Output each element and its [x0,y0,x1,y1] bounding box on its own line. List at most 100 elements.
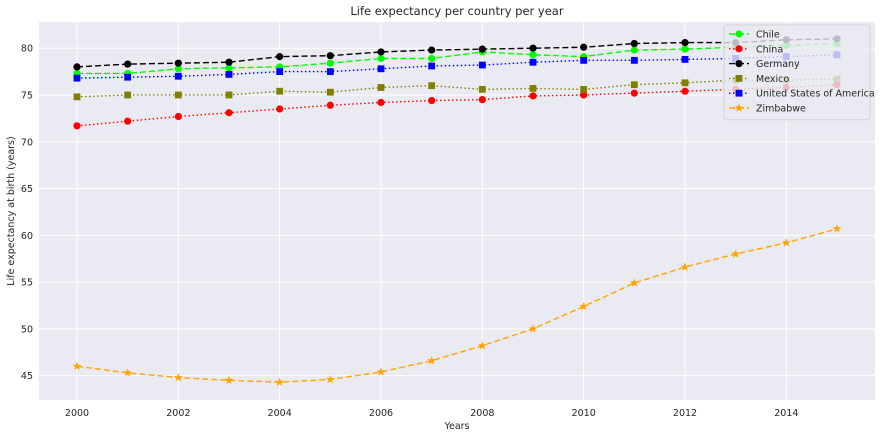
y-axis-label: Life expectancy at birth (years) [6,136,17,285]
x-tick-label: 2012 [673,408,697,419]
legend-marker [734,103,744,112]
data-point [276,53,284,61]
data-point [681,87,689,95]
data-point [124,60,132,68]
data-point [276,105,284,113]
data-point [225,91,233,99]
data-point [225,64,233,72]
legend-item: United States of America [729,89,875,100]
data-point [276,87,284,95]
data-point [377,48,385,56]
data-point [528,324,538,333]
data-point [629,278,639,287]
data-point [478,61,486,69]
data-point [630,39,638,48]
legend-marker [735,75,743,82]
data-point [428,46,436,54]
data-point [225,58,233,66]
x-tick-label: 2004 [268,408,292,419]
data-point [478,45,486,53]
y-tick-label: 45 [21,371,33,382]
data-point [225,109,233,117]
legend-marker [735,45,743,53]
data-point [173,372,183,382]
data-point [478,96,486,104]
y-tick-label: 60 [21,231,33,242]
data-point [630,81,638,89]
data-point [529,44,537,52]
legend-marker [735,60,743,68]
data-point [174,112,182,121]
legend-label: Chile [756,30,780,41]
legend-item: Germany [729,59,800,70]
y-tick-label: 75 [21,90,33,101]
data-point [579,301,589,311]
data-point [225,70,233,78]
data-point [580,43,588,51]
data-point [377,84,385,91]
x-axis-label: Years [443,421,469,432]
data-point [377,98,385,107]
data-point [832,224,842,233]
y-tick-label: 70 [21,137,33,148]
legend: Chile China Germany Mexico United States of … [723,24,875,121]
x-tick-label: 2008 [470,408,494,419]
x-tick-label: 2006 [369,408,393,419]
data-point [275,377,285,386]
legend-item: China [729,44,783,55]
data-point [276,68,284,75]
data-point [326,68,334,75]
data-point [681,45,689,53]
data-point [73,63,81,71]
legend-label: China [756,44,783,55]
series-line-zimbabwe [76,228,838,383]
data-point [428,82,436,90]
x-tick-label: 2002 [166,408,190,419]
data-point [326,101,334,109]
series-line-china [76,83,838,127]
legend-label: Zimbabwe [756,104,806,115]
data-point [529,85,537,92]
data-point [174,59,182,67]
series-line-chile [77,42,838,75]
data-point [427,356,437,365]
data-point [529,51,537,59]
series-zimbabwe [72,224,842,386]
x-tick-label: 2010 [572,408,596,419]
data-point [428,96,436,105]
data-point [124,91,132,99]
data-point [174,65,182,73]
data-point [731,249,741,258]
series-line-mexico [76,78,838,98]
data-point [580,85,588,93]
data-point [123,368,133,377]
data-point [377,65,385,73]
data-point [680,262,690,271]
data-point [428,54,436,63]
data-point [580,56,588,64]
legend-item: Chile [729,30,780,41]
legend-marker [735,30,743,38]
data-point [326,59,334,67]
data-point [681,38,689,47]
data-point [478,85,486,93]
data-point [781,238,791,247]
data-point [326,88,334,96]
series-germany [73,35,841,71]
x-tick-label: 2014 [774,408,798,419]
data-point [124,117,132,125]
data-point [73,93,81,101]
series-layer [72,35,842,386]
tick-labels: 2000 2002 2004 2006 2008 2010 2012 2014 45 50 55 60… [21,44,799,419]
data-point [73,122,81,130]
x-tick-label: 2000 [65,408,89,419]
data-point [681,79,689,87]
legend-item: Zimbabwe [729,103,806,115]
data-point [377,54,385,63]
data-point [529,58,537,66]
data-point [325,374,335,384]
data-point [174,72,182,80]
legend-item: Mexico [729,74,789,85]
data-point [72,361,82,371]
